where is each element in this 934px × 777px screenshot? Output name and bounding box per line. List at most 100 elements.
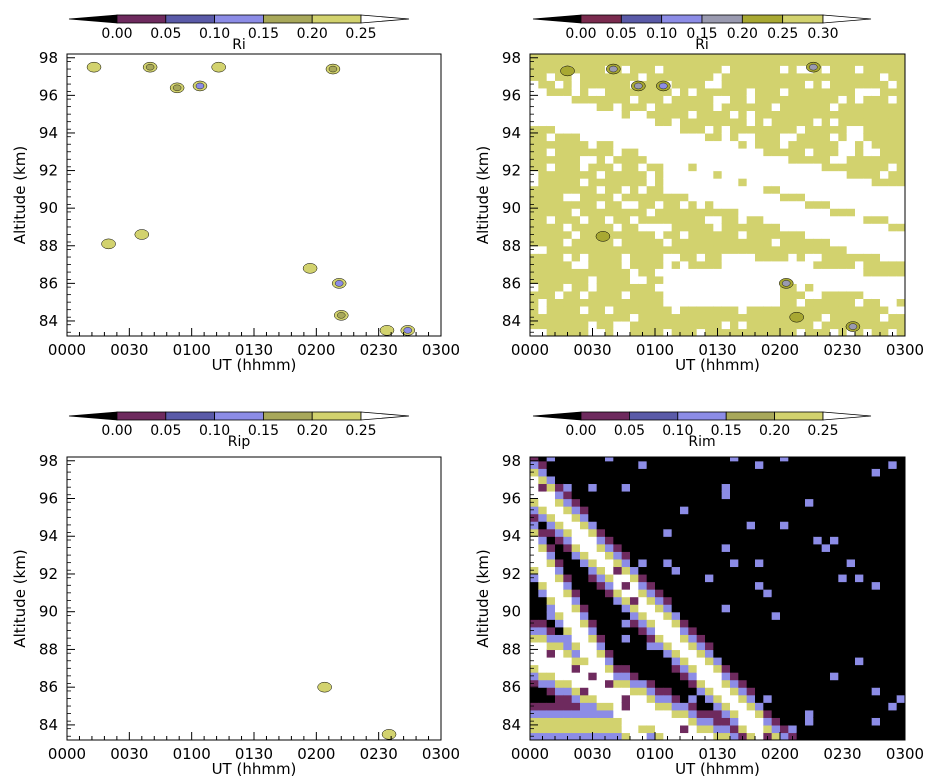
colorbar-segment bbox=[360, 14, 410, 24]
heatmap-cell bbox=[713, 672, 723, 681]
heatmap-cell bbox=[588, 536, 598, 545]
heatmap-cell bbox=[896, 717, 905, 726]
heatmap-cell bbox=[821, 117, 831, 127]
heatmap-cell bbox=[813, 110, 823, 119]
contour-patch-core bbox=[782, 280, 791, 287]
heatmap-cell bbox=[563, 573, 573, 583]
colorbar-segment bbox=[311, 14, 362, 24]
heatmap-cell bbox=[596, 200, 606, 209]
heatmap-cell bbox=[546, 298, 556, 307]
plot-area bbox=[530, 54, 905, 336]
heatmap-cell bbox=[555, 475, 564, 485]
heatmap-cell bbox=[663, 589, 673, 598]
heatmap-cell bbox=[705, 290, 714, 299]
heatmap-cell bbox=[580, 543, 589, 552]
heatmap-cell bbox=[880, 245, 889, 254]
heatmap-cell bbox=[721, 230, 731, 239]
heatmap-cell bbox=[721, 95, 731, 104]
heatmap-cell bbox=[830, 117, 839, 127]
heatmap-cell bbox=[721, 649, 731, 658]
heatmap-cell bbox=[613, 140, 623, 149]
heatmap-cell bbox=[721, 193, 731, 202]
heatmap-cell bbox=[563, 460, 573, 469]
heatmap-cell bbox=[838, 178, 848, 187]
heatmap-cell bbox=[846, 460, 856, 469]
heatmap-cell bbox=[530, 468, 539, 477]
heatmap-cell bbox=[613, 724, 623, 734]
heatmap-cell bbox=[605, 125, 614, 134]
heatmap-cell bbox=[821, 558, 831, 568]
heatmap-cell bbox=[721, 117, 731, 127]
heatmap-cell bbox=[855, 468, 864, 477]
heatmap-cell bbox=[755, 641, 764, 651]
heatmap-cell bbox=[830, 506, 839, 515]
heatmap-cell bbox=[713, 619, 723, 628]
heatmap-cell bbox=[655, 528, 664, 537]
heatmap-cell bbox=[638, 709, 648, 718]
heatmap-cell bbox=[646, 468, 656, 477]
heatmap-cell bbox=[855, 626, 864, 635]
heatmap-cell bbox=[730, 641, 739, 651]
heatmap-cell bbox=[713, 709, 723, 718]
heatmap-cell bbox=[713, 656, 723, 666]
heatmap-cell bbox=[730, 558, 739, 568]
contour-patch bbox=[134, 229, 150, 240]
heatmap-cell bbox=[763, 634, 773, 643]
heatmap-cell bbox=[838, 679, 848, 688]
heatmap-cell bbox=[721, 457, 731, 462]
heatmap-cell bbox=[705, 72, 714, 81]
colorbar-tick-label: 0.00 bbox=[101, 423, 132, 439]
heatmap-cell bbox=[621, 558, 631, 568]
heatmap-cell bbox=[730, 185, 739, 194]
heatmap-cell bbox=[805, 155, 814, 164]
heatmap-cell bbox=[721, 65, 731, 74]
heatmap-cell bbox=[588, 672, 598, 681]
heatmap-cell bbox=[721, 664, 731, 673]
heatmap-cell bbox=[738, 468, 748, 477]
heatmap-cell bbox=[863, 619, 873, 628]
heatmap-cell bbox=[680, 140, 689, 149]
heatmap-cell bbox=[613, 483, 623, 492]
heatmap-cell bbox=[696, 328, 706, 336]
heatmap-cell bbox=[655, 543, 664, 552]
heatmap-cell bbox=[855, 672, 864, 681]
heatmap-cell bbox=[796, 483, 806, 492]
heatmap-cell bbox=[546, 573, 556, 583]
heatmap-cell bbox=[738, 54, 748, 59]
heatmap-cell bbox=[871, 664, 881, 673]
heatmap-cell bbox=[530, 223, 539, 232]
heatmap-cell bbox=[821, 672, 831, 681]
heatmap-cell bbox=[830, 230, 839, 239]
heatmap-cell bbox=[563, 110, 573, 119]
heatmap-cell bbox=[780, 72, 789, 81]
heatmap-cell bbox=[605, 313, 614, 322]
colorbar-tick-label: 0.20 bbox=[759, 423, 790, 439]
heatmap-cell bbox=[671, 80, 681, 89]
heatmap-cell bbox=[830, 589, 839, 598]
heatmap-cell bbox=[546, 80, 556, 89]
heatmap-cell bbox=[671, 260, 681, 269]
heatmap-cell bbox=[871, 457, 881, 462]
heatmap-cell bbox=[613, 717, 623, 726]
heatmap-cell bbox=[746, 634, 756, 643]
colorbar-tick-label: 0.05 bbox=[606, 26, 637, 42]
heatmap-cell bbox=[788, 468, 798, 477]
heatmap-cell bbox=[646, 573, 656, 583]
heatmap-cell bbox=[663, 298, 673, 307]
heatmap-cell bbox=[605, 117, 614, 127]
heatmap-cell bbox=[646, 460, 656, 469]
heatmap-cell bbox=[696, 732, 706, 740]
heatmap-cell bbox=[546, 611, 556, 620]
heatmap-cell bbox=[830, 702, 839, 711]
heatmap-cell bbox=[721, 543, 731, 552]
heatmap-cell bbox=[571, 709, 581, 718]
heatmap-cell bbox=[730, 283, 739, 292]
heatmap-cell bbox=[646, 260, 656, 269]
heatmap-cell bbox=[763, 290, 773, 299]
heatmap-cell bbox=[605, 87, 614, 96]
heatmap-cell bbox=[880, 656, 889, 666]
heatmap-cell bbox=[746, 490, 756, 500]
heatmap-cell bbox=[746, 95, 756, 104]
